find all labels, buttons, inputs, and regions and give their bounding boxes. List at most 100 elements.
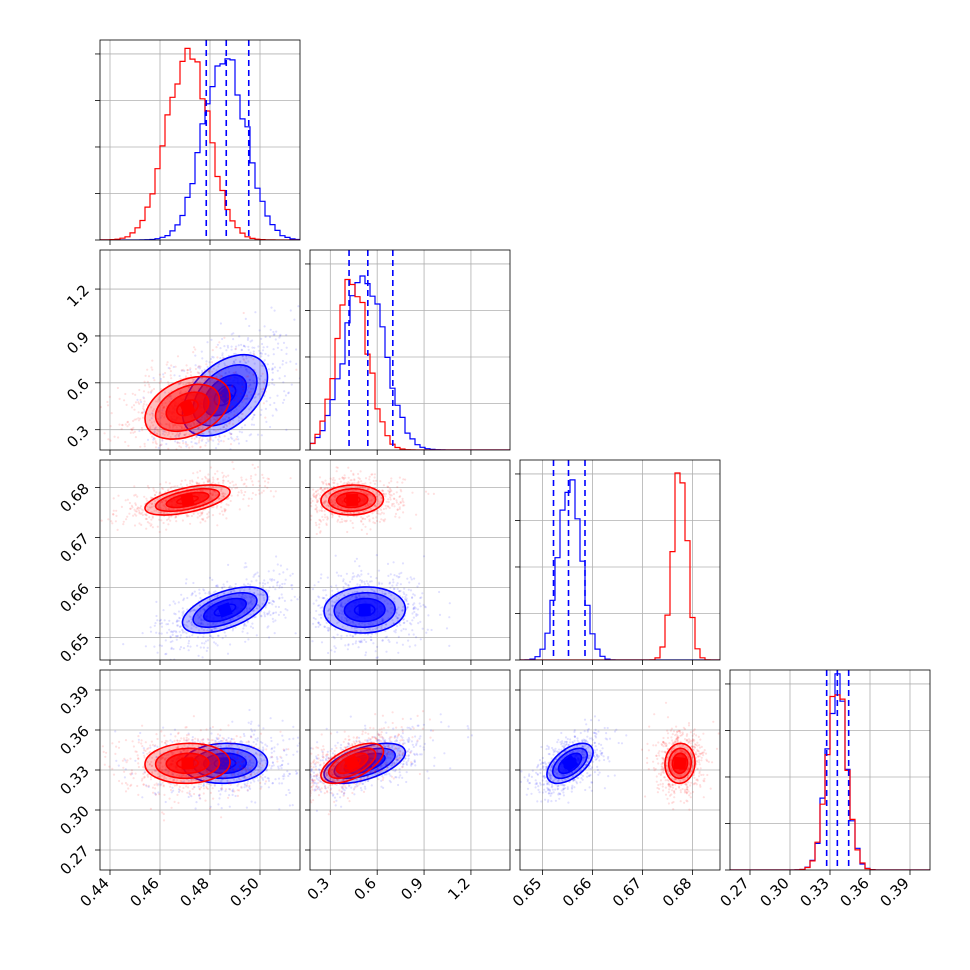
scatter-point xyxy=(208,430,211,434)
scatter-point xyxy=(153,494,157,497)
scatter-point xyxy=(376,495,379,498)
scatter-point xyxy=(214,405,217,408)
scatter-point xyxy=(255,629,257,631)
scatter-point xyxy=(395,501,398,504)
histogram-red xyxy=(310,278,510,450)
scatter-point xyxy=(393,630,396,633)
scatter-point xyxy=(247,763,250,766)
scatter-point xyxy=(316,489,320,492)
scatter-point xyxy=(380,497,383,500)
scatter-point xyxy=(120,427,123,430)
scatter-point xyxy=(411,612,414,615)
scatter-point xyxy=(186,620,189,624)
scatter-point xyxy=(202,371,205,374)
scatter-point xyxy=(110,520,113,523)
scatter-point xyxy=(191,387,194,390)
scatter-point xyxy=(153,437,156,440)
scatter-point xyxy=(310,501,313,504)
scatter-point xyxy=(323,500,326,504)
scatter-point xyxy=(192,778,195,781)
scatter-point xyxy=(340,601,343,604)
scatter-point xyxy=(123,399,126,402)
scatter-point xyxy=(272,600,275,603)
scatter-point xyxy=(181,519,184,522)
scatter-point xyxy=(218,734,222,737)
scatter-point xyxy=(328,483,331,487)
scatter-point xyxy=(244,770,248,774)
scatter-point xyxy=(207,473,210,476)
scatter-point xyxy=(198,437,201,440)
scatter-point xyxy=(236,435,239,438)
scatter-point xyxy=(401,596,404,599)
scatter-point xyxy=(257,575,260,578)
scatter-point xyxy=(208,634,212,638)
scatter-point xyxy=(353,630,356,633)
scatter-point xyxy=(246,767,249,771)
scatter-point xyxy=(238,778,241,781)
scatter-point xyxy=(216,477,219,480)
scatter-point xyxy=(239,740,242,744)
scatter-point xyxy=(158,381,161,384)
scatter-point xyxy=(385,507,388,510)
scatter-point xyxy=(189,482,192,485)
scatter-point xyxy=(362,523,365,526)
scatter-point xyxy=(159,622,162,625)
scatter-point xyxy=(248,355,251,358)
scatter-point xyxy=(257,480,260,483)
scatter-point xyxy=(320,505,323,508)
scatter-point xyxy=(200,432,203,435)
scatter-point xyxy=(225,503,228,506)
scatter-point xyxy=(249,600,252,603)
scatter-point xyxy=(271,747,274,750)
scatter-point xyxy=(317,621,320,625)
scatter-point xyxy=(283,609,285,611)
scatter-point xyxy=(157,417,160,421)
scatter-point xyxy=(307,493,309,495)
scatter-point xyxy=(182,612,185,615)
scatter-point xyxy=(337,597,341,600)
scatter-point xyxy=(170,646,173,650)
scatter-point xyxy=(274,498,276,500)
scatter-point xyxy=(169,395,172,398)
scatter-point xyxy=(190,455,192,457)
scatter-point xyxy=(170,515,173,518)
scatter-point xyxy=(392,561,395,564)
scatter-point xyxy=(248,587,251,590)
scatter-point xyxy=(215,417,219,420)
scatter-point xyxy=(398,590,401,593)
scatter-point xyxy=(174,435,177,438)
scatter-point xyxy=(233,774,236,777)
contour-red-2 xyxy=(154,383,221,433)
scatter-point xyxy=(154,622,157,625)
scatter-point xyxy=(208,380,211,383)
scatter-point xyxy=(326,503,330,506)
scatter-point xyxy=(155,509,158,512)
scatter-point xyxy=(124,423,127,426)
scatter-point xyxy=(242,596,245,599)
scatter-point xyxy=(398,572,401,575)
scatter-point xyxy=(177,788,181,791)
scatter-point xyxy=(264,390,267,393)
scatter-point xyxy=(171,539,173,541)
scatter-point xyxy=(248,434,251,437)
scatter-point xyxy=(250,423,253,426)
scatter-point xyxy=(117,436,120,439)
scatter-point xyxy=(170,486,173,489)
scatter-point xyxy=(160,625,164,628)
scatter-point xyxy=(162,499,165,502)
scatter-point xyxy=(167,457,169,459)
scatter-point xyxy=(172,365,175,369)
scatter-point xyxy=(209,455,211,457)
scatter-point xyxy=(214,623,217,626)
scatter-point xyxy=(221,471,224,474)
scatter-point xyxy=(186,371,189,375)
scatter-point xyxy=(319,520,323,523)
scatter-point xyxy=(249,390,252,393)
scatter-point xyxy=(381,618,384,622)
scatter-point xyxy=(107,518,110,521)
scatter-point xyxy=(394,515,397,518)
scatter-point xyxy=(225,745,228,748)
scatter-point xyxy=(247,721,250,724)
scatter-point xyxy=(240,426,244,429)
scatter-point xyxy=(392,578,395,581)
